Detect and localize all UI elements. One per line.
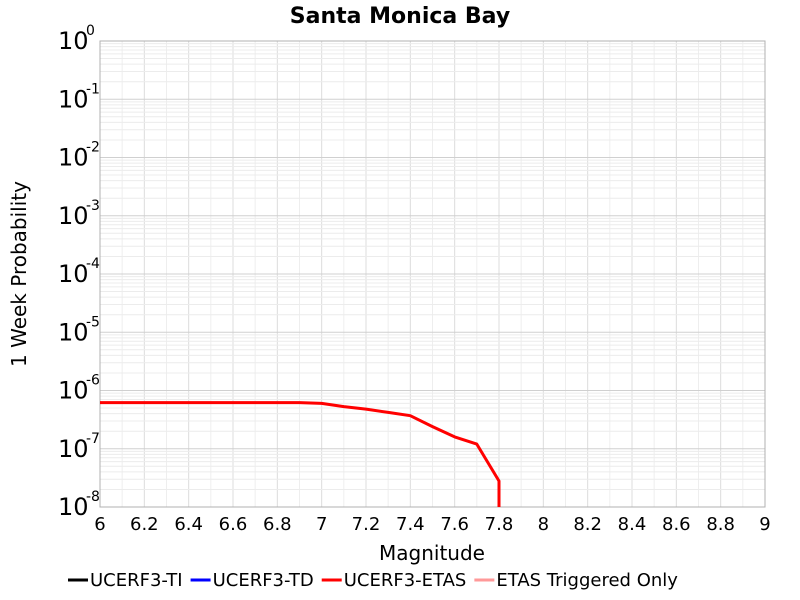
y-tick-exponent: -3	[86, 198, 100, 214]
y-tick-label: 10-5	[58, 314, 100, 346]
y-tick-base: 10	[58, 318, 89, 346]
x-tick-label: 9	[759, 514, 770, 535]
y-tick-base: 10	[58, 27, 89, 55]
x-tick-label: 7.8	[485, 514, 514, 535]
x-tick-label: 7.4	[396, 514, 425, 535]
y-tick-exponent: -7	[86, 431, 100, 447]
y-tick-label: 10-3	[58, 198, 100, 230]
x-tick-label: 6.8	[263, 514, 292, 535]
y-tick-base: 10	[58, 493, 89, 521]
x-tick-label: 6.2	[130, 514, 159, 535]
y-tick-exponent: 0	[86, 23, 95, 39]
legend-item-2: UCERF3-ETAS	[321, 570, 467, 591]
y-tick-label: 10-4	[58, 256, 100, 288]
legend-label: ETAS Triggered Only	[496, 570, 678, 591]
x-tick-label: 8.6	[662, 514, 691, 535]
y-tick-label: 10-1	[58, 81, 100, 113]
legend-label: UCERF3-TD	[213, 570, 314, 591]
x-tick-label: 7.2	[352, 514, 381, 535]
y-tick-base: 10	[58, 377, 89, 405]
series-line-2	[100, 401, 501, 507]
legend-item-1: UCERF3-TD	[190, 570, 314, 591]
series-layer	[100, 401, 501, 507]
chart-title: Santa Monica Bay	[290, 4, 510, 29]
x-tick-label: 8.8	[706, 514, 735, 535]
y-tick-exponent: -5	[86, 314, 100, 330]
x-tick-labels: 6 6.2 6.4 6.6 6.8 7 7.2 7.4 7.6 7.8 8 8.2 8.4 8.6 8.8 9	[94, 514, 770, 535]
y-axis-label: 1 Week Probability	[7, 181, 31, 367]
y-tick-label: 10-6	[58, 373, 100, 405]
x-tick-label: 6.6	[219, 514, 248, 535]
y-tick-label: 10-7	[58, 431, 100, 463]
y-tick-exponent: -4	[86, 256, 100, 272]
x-tick-label: 6.4	[174, 514, 203, 535]
legend-item-3: ETAS Triggered Only	[474, 570, 678, 591]
x-tick-label: 7.6	[440, 514, 469, 535]
grid	[99, 41, 766, 508]
y-tick-exponent: -2	[86, 140, 100, 156]
y-tick-base: 10	[58, 260, 89, 288]
y-tick-exponent: -1	[86, 81, 100, 97]
y-tick-base: 10	[58, 202, 89, 230]
legend-label: UCERF3-TI	[90, 570, 183, 591]
y-tick-exponent: -8	[86, 489, 100, 505]
x-axis-label: Magnitude	[379, 541, 485, 565]
legend-label: UCERF3-ETAS	[344, 570, 467, 591]
y-tick-exponent: -6	[86, 373, 100, 389]
y-tick-label: 10-2	[58, 140, 100, 172]
plot-area-border	[99, 40, 766, 508]
y-tick-label: 100	[58, 23, 95, 55]
x-tick-label: 6	[94, 514, 105, 535]
x-tick-label: 8.4	[618, 514, 647, 535]
legend-item-0: UCERF3-TI	[68, 570, 183, 591]
y-tick-base: 10	[58, 85, 89, 113]
x-tick-label: 8	[538, 514, 549, 535]
legend: UCERF3-TI UCERF3-TD UCERF3-ETAS ETAS Trigge…	[68, 570, 678, 591]
x-tick-label: 8.2	[573, 514, 602, 535]
x-tick-label: 7	[316, 514, 327, 535]
y-tick-base: 10	[58, 435, 89, 463]
y-tick-label: 10-8	[58, 489, 100, 521]
y-tick-base: 10	[58, 144, 89, 172]
